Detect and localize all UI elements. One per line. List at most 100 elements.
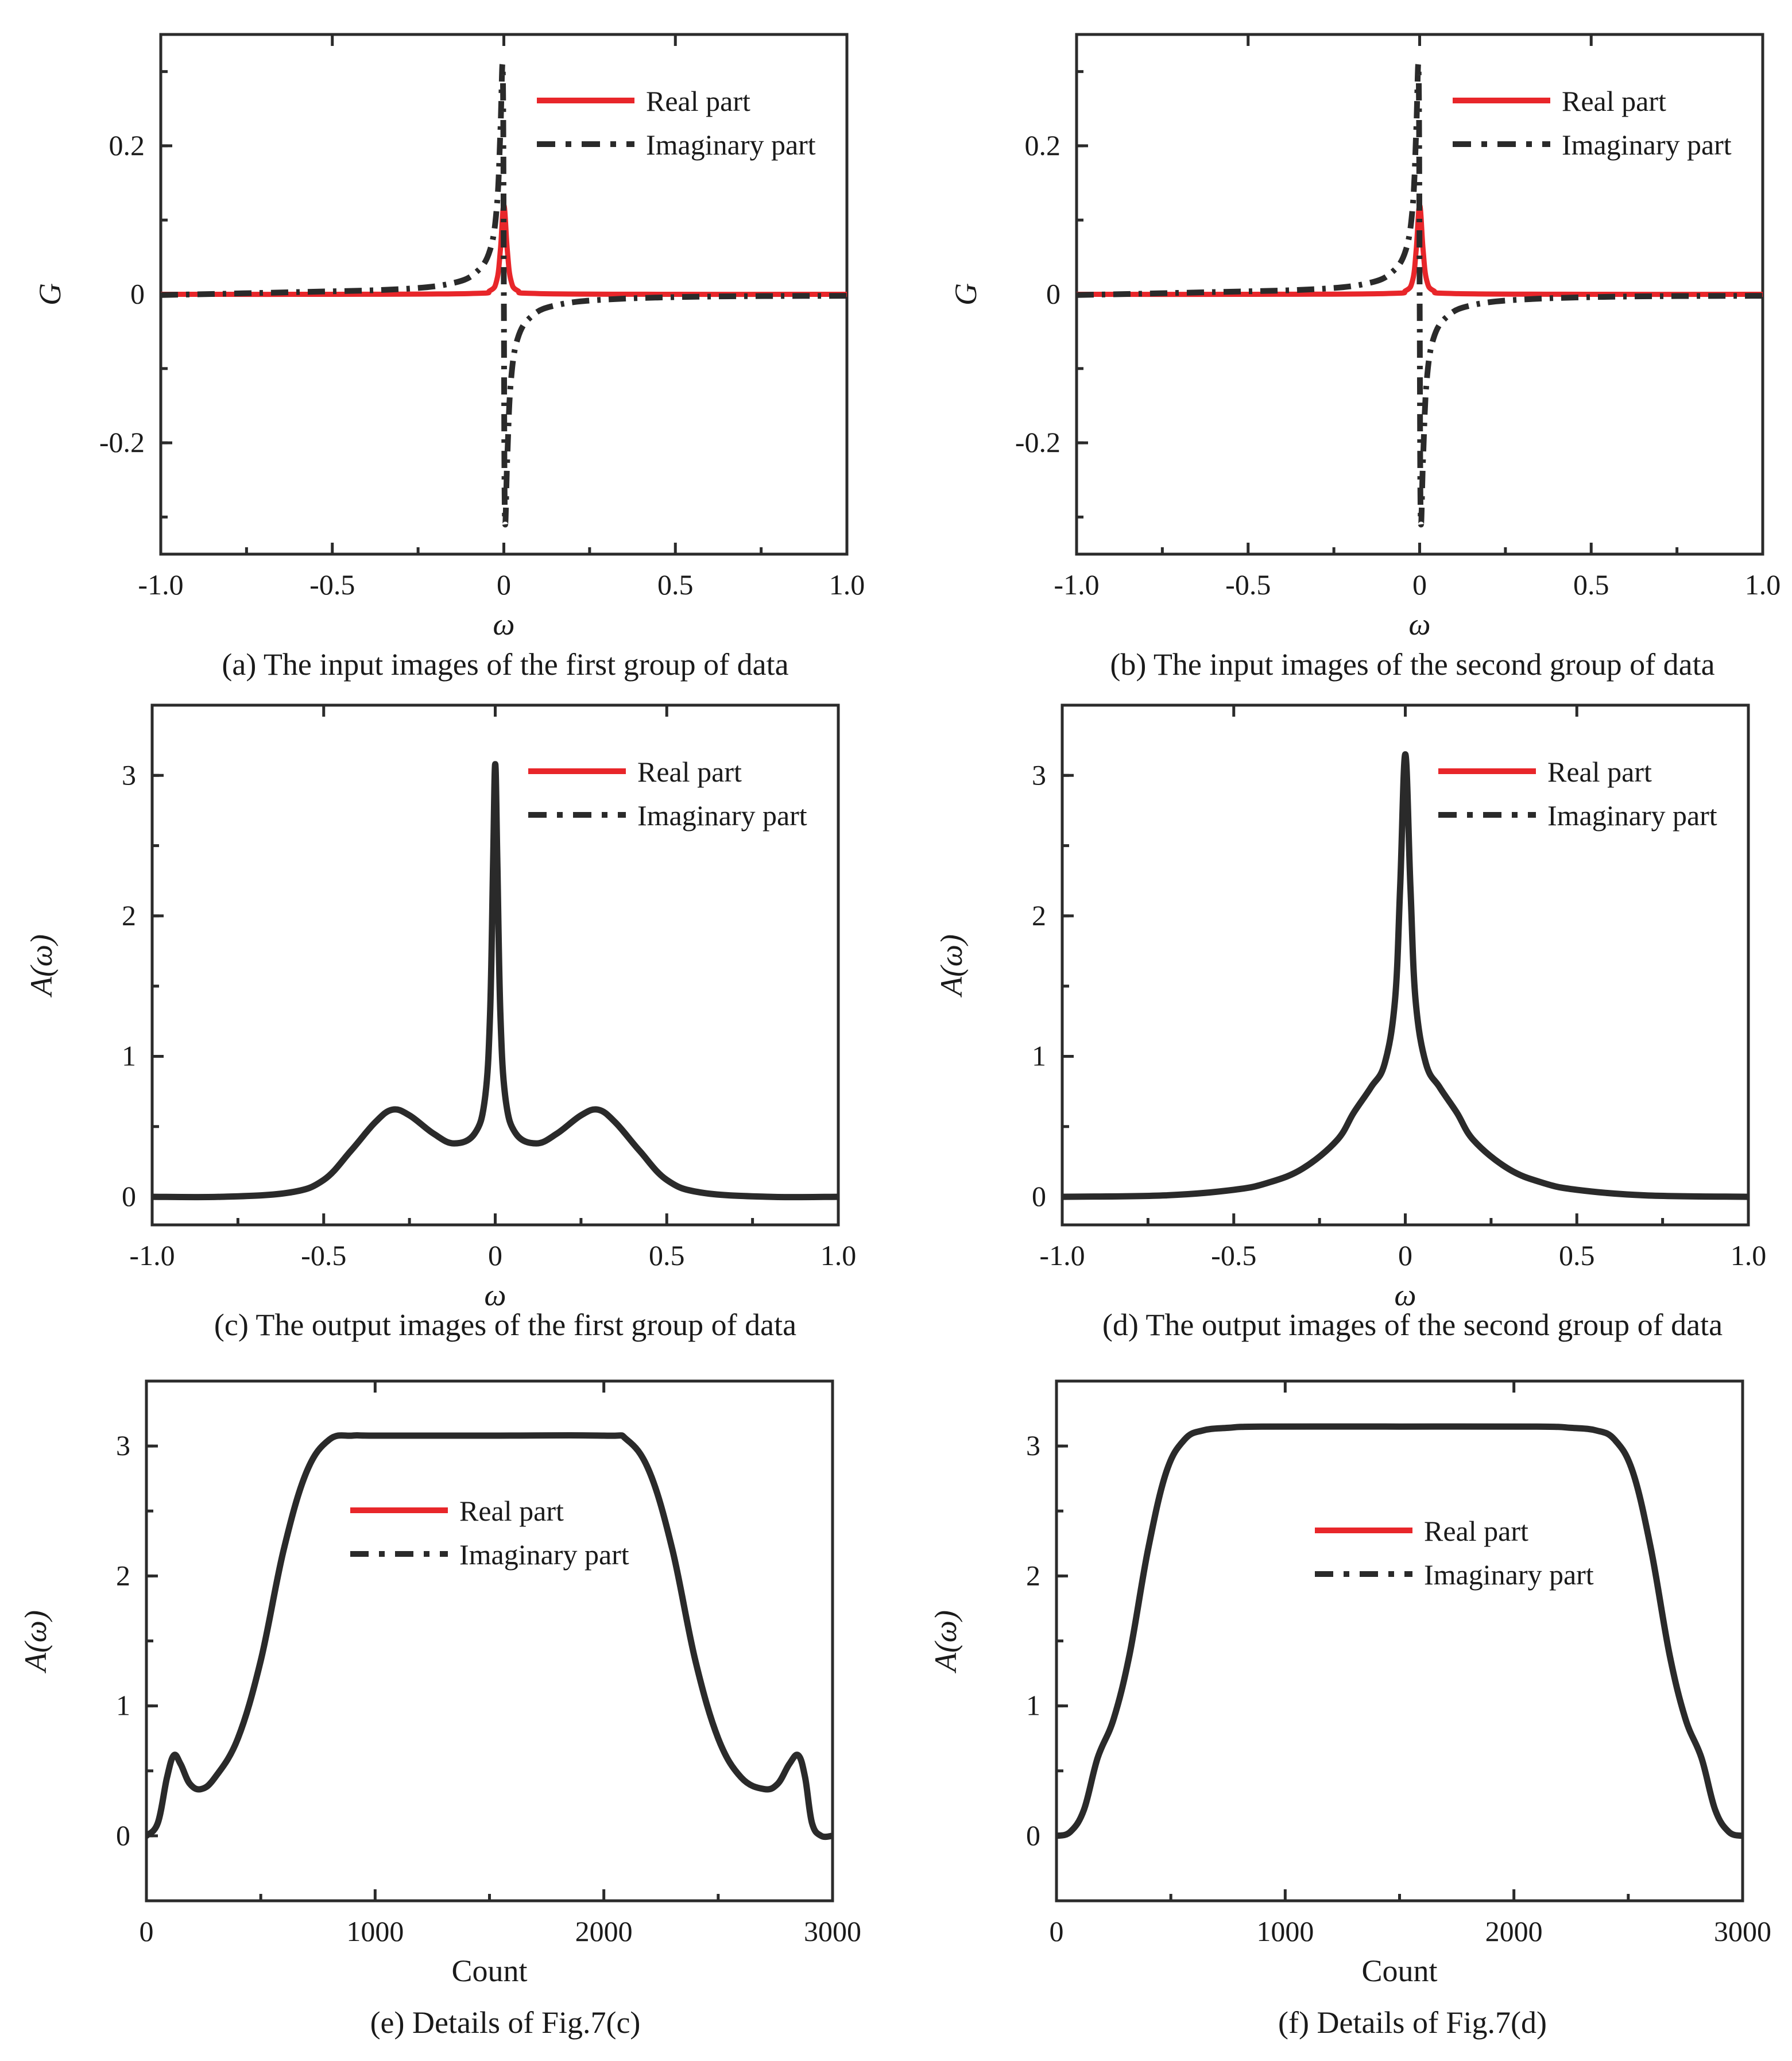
x-tick-label: 1.0 — [1731, 1239, 1767, 1271]
chart-panel-b: -1.0 -0.5 0 0.5 1.0 -0.2 0 0.2 Real part Imaginar… — [949, 33, 1781, 682]
y-tick-label: 3 — [1026, 1429, 1040, 1461]
panel-caption: (e) Details of Fig.7(c) — [370, 2005, 641, 2040]
chart-panel-f: 0 1000 2000 3000 0 1 2 3 Real part Imaginary part… — [928, 1379, 1771, 2040]
x-tick-label: 3000 — [1714, 1915, 1771, 1947]
y-tick-label: 0.2 — [109, 129, 145, 161]
legend-label-real: Real part — [1424, 1515, 1528, 1547]
legend-label-imaginary: Imaginary part — [1562, 129, 1732, 161]
y-tick-label: 2 — [122, 899, 136, 931]
y-tick-label: 3 — [116, 1429, 130, 1461]
x-tick-label: 2000 — [575, 1915, 633, 1947]
x-tick-label: 0 — [1398, 1239, 1412, 1271]
series-line-spectrum — [146, 1432, 833, 1840]
panel-caption: (d) The output images of the second grou… — [1102, 1308, 1723, 1342]
legend-label-real: Real part — [646, 85, 750, 117]
y-tick-label: 0 — [130, 278, 145, 310]
x-tick-label: -1.0 — [1054, 569, 1099, 601]
y-tick-label: -0.2 — [99, 426, 145, 458]
x-tick-label: 0 — [140, 1915, 154, 1947]
y-axis-label: A(ω) — [934, 934, 969, 997]
x-tick-label: 0 — [1050, 1915, 1064, 1947]
legend-label-real: Real part — [637, 756, 742, 788]
series-line-imaginary — [161, 61, 847, 528]
y-tick-label: 1 — [1026, 1689, 1040, 1722]
x-tick-label: -1.0 — [129, 1239, 175, 1271]
series-line-imaginary — [1077, 61, 1763, 528]
legend: Real part Imaginary part — [1438, 756, 1717, 832]
legend: Real part Imaginary part — [350, 1495, 629, 1571]
panel-caption: (c) The output images of the first group… — [214, 1308, 796, 1342]
x-tick-label: 0 — [497, 569, 511, 601]
y-tick-label: 2 — [1032, 899, 1046, 931]
legend: Real part Imaginary part — [1453, 85, 1732, 161]
legend-label-real: Real part — [1562, 85, 1666, 117]
chart-panel-a: -1.0 -0.5 0 0.5 1.0 -0.2 0 0.2 Real part Imaginar… — [33, 33, 865, 682]
x-tick-label: 0.5 — [649, 1239, 685, 1271]
series-group — [1062, 751, 1748, 1200]
y-tick-label: 1 — [1032, 1039, 1046, 1072]
y-axis-label: G — [949, 283, 983, 306]
y-tick-label: 1 — [116, 1689, 130, 1722]
legend-label-imaginary: Imaginary part — [1424, 1559, 1594, 1591]
x-tick-label: 1.0 — [1745, 569, 1781, 601]
legend: Real part Imaginary part — [1315, 1515, 1594, 1591]
y-tick-label: 3 — [122, 759, 136, 791]
y-axis-label: A(ω) — [928, 1610, 963, 1673]
panel-caption: (b) The input images of the second group… — [1110, 647, 1714, 682]
x-tick-label: 3000 — [804, 1915, 861, 1947]
y-tick-label: 0 — [1026, 1819, 1040, 1851]
x-tick-label: -1.0 — [138, 569, 183, 601]
x-axis-label: ω — [1394, 1278, 1416, 1312]
chart-panel-c: -1.0 -0.5 0 0.5 1.0 0 1 2 3 Real part Imaginary pa… — [24, 703, 857, 1342]
chart-panel-d: -1.0 -0.5 0 0.5 1.0 0 1 2 3 Real part Imaginary pa… — [934, 703, 1767, 1342]
y-tick-label: 0 — [116, 1819, 130, 1851]
x-tick-label: 1.0 — [829, 569, 865, 601]
series-line-spectrum — [152, 761, 838, 1201]
legend: Real part Imaginary part — [528, 756, 807, 832]
series-group — [146, 1432, 833, 1840]
legend: Real part Imaginary part — [537, 85, 816, 161]
series-group — [1056, 1423, 1743, 1839]
x-tick-label: 2000 — [1485, 1915, 1543, 1947]
y-tick-label: 2 — [1026, 1559, 1040, 1591]
y-tick-label: 0 — [122, 1180, 136, 1212]
panel-caption: (f) Details of Fig.7(d) — [1278, 2005, 1547, 2040]
x-axis-label: Count — [1361, 1954, 1437, 1988]
x-tick-label: 1000 — [346, 1915, 404, 1947]
x-axis-label: Count — [451, 1954, 527, 1988]
y-tick-label: 2 — [116, 1559, 130, 1591]
y-axis-label: A(ω) — [24, 934, 59, 997]
series-line-spectrum — [1056, 1423, 1743, 1839]
x-tick-label: 0.5 — [1573, 569, 1609, 601]
legend-label-imaginary: Imaginary part — [459, 1538, 629, 1571]
y-tick-label: 3 — [1032, 759, 1046, 791]
legend-label-imaginary: Imaginary part — [1547, 799, 1717, 832]
legend-label-imaginary: Imaginary part — [646, 129, 816, 161]
series-group — [152, 761, 838, 1201]
x-tick-label: 0.5 — [1559, 1239, 1595, 1271]
plot-frame — [145, 1379, 834, 1903]
y-axis-label: G — [33, 283, 67, 306]
x-tick-label: -0.5 — [1211, 1239, 1256, 1271]
x-tick-label: -0.5 — [1225, 569, 1271, 601]
series-group — [161, 61, 847, 528]
x-tick-label: 1.0 — [820, 1239, 857, 1271]
y-tick-label: -0.2 — [1015, 426, 1061, 458]
series-group — [1077, 61, 1763, 528]
y-axis-label: A(ω) — [18, 1610, 53, 1673]
legend-label-real: Real part — [1547, 756, 1652, 788]
x-tick-label: -0.5 — [301, 1239, 346, 1271]
panel-caption: (a) The input images of the first group … — [222, 647, 788, 682]
y-tick-label: 1 — [122, 1039, 136, 1072]
legend-label-real: Real part — [459, 1495, 564, 1527]
x-tick-label: 0 — [1412, 569, 1427, 601]
x-axis-label: ω — [484, 1278, 506, 1312]
y-tick-label: 0 — [1046, 278, 1061, 310]
y-tick-label: 0 — [1032, 1180, 1046, 1212]
x-axis-label: ω — [493, 607, 514, 641]
x-tick-label: -1.0 — [1039, 1239, 1085, 1271]
x-tick-label: 1000 — [1256, 1915, 1314, 1947]
x-tick-label: -0.5 — [309, 569, 355, 601]
plot-frame — [1055, 1379, 1744, 1903]
